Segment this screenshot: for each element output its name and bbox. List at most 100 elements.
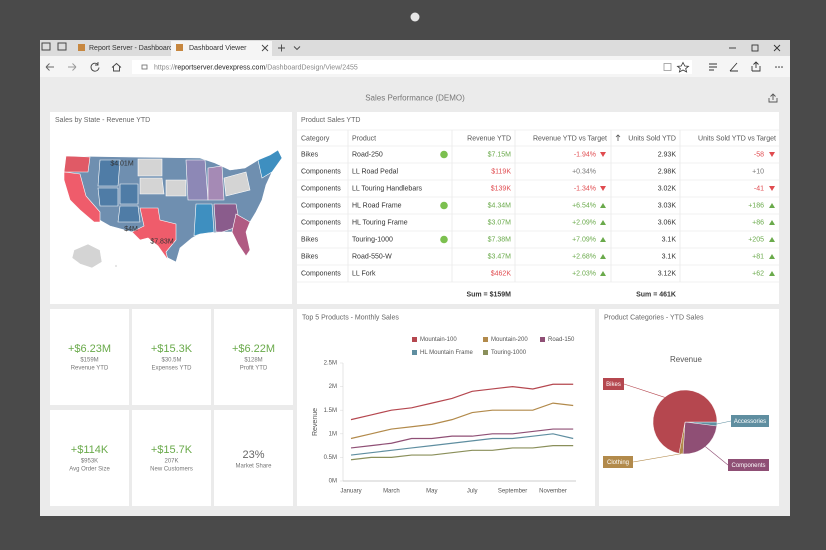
units-vs-target-cell: -41 [754, 185, 764, 192]
tab-close[interactable] [261, 44, 269, 52]
table-row[interactable]: Components LL Touring Handlebars $139K -1.3… [297, 179, 779, 192]
units-vs-target-cell: +186 [748, 202, 764, 209]
maximize[interactable] [751, 44, 759, 52]
slice-label: Bikes [606, 382, 621, 388]
revenue-cell: $7.15M [488, 151, 512, 158]
forward[interactable] [68, 63, 77, 71]
dot [775, 66, 777, 68]
y-tick-label: 2.5M [324, 361, 337, 367]
units-cell: 3.03K [658, 202, 677, 209]
y-axis-label: Revenue [312, 408, 319, 436]
tab-icon[interactable] [57, 42, 67, 51]
hub[interactable] [709, 63, 717, 71]
state [63, 155, 91, 173]
url: https://reportserver.devexpress.com/Dash… [154, 64, 358, 71]
home[interactable] [111, 62, 122, 72]
revenue-cell: $3.47M [488, 253, 512, 260]
product-cell: HL Road Frame [352, 202, 402, 209]
kpi-label: New Customers [150, 467, 193, 473]
kpi-value: 23% [242, 449, 264, 461]
category-cell: Bikes [301, 253, 319, 260]
y-tick-label: 2M [329, 384, 337, 390]
pie-slice [682, 421, 717, 455]
sort-indicator[interactable] [615, 134, 621, 141]
url-box[interactable] [132, 60, 692, 74]
us-map [63, 149, 283, 269]
kpi-label: Revenue YTD [71, 366, 109, 372]
favorite[interactable] [676, 61, 690, 73]
trend-up [769, 254, 775, 259]
new-tab[interactable] [278, 44, 285, 52]
table-row[interactable]: Components HL Road Frame $4.34M +6.54% 3.03K… [297, 196, 779, 209]
back[interactable] [45, 63, 54, 71]
grid: Category Product Revenue YTD Revenue YTD vs… [297, 129, 779, 298]
state [231, 213, 251, 257]
column-header: Units Sold YTD vs Target [698, 135, 776, 142]
notes[interactable] [729, 62, 738, 72]
kpi-label: Market Share [235, 464, 272, 470]
map-label: $4M [124, 226, 138, 233]
panel-title: Sales by State - Revenue YTD [55, 117, 150, 124]
leader-line [632, 453, 682, 463]
tab[interactable]: Report Server - Dashboard I [74, 41, 177, 56]
revenue-vs-target-cell: -1.34% [574, 185, 596, 192]
line-series [350, 402, 574, 440]
favicon [78, 44, 85, 51]
status-dot [440, 150, 448, 159]
x-tick-label: November [539, 489, 567, 495]
kpi-value: +$15.7K [151, 444, 193, 456]
trend-up [600, 220, 606, 225]
state [131, 207, 177, 261]
dashboard-title: Sales Performance (DEMO) [365, 94, 465, 103]
more[interactable] [775, 66, 783, 68]
category-cell: Components [301, 168, 341, 175]
units-cell: 3.02K [658, 185, 677, 192]
tab-icon[interactable] [41, 42, 51, 51]
category-cell: Components [301, 202, 341, 209]
units-vs-target-cell: +62 [752, 270, 764, 277]
kpi-card: +$6.23M $159M Revenue YTD [50, 309, 129, 405]
table-row[interactable]: Components LL Road Pedal $119K +0.34% 2.98K +… [297, 162, 779, 175]
export-button[interactable] [768, 93, 778, 103]
units-vs-target-cell: -58 [754, 151, 764, 158]
table-row[interactable]: Components LL Fork $462K +2.03% 3.12K +62 [297, 264, 779, 277]
units-cell: 3.1K [662, 253, 677, 260]
leader-line [716, 420, 732, 425]
refresh[interactable] [90, 62, 100, 72]
tab-bg [171, 41, 272, 56]
card-bg [214, 410, 293, 506]
pie-chart: Product Categories - YTD Sales Revenue Acc… [603, 314, 769, 471]
tab-list[interactable] [293, 46, 301, 51]
panel-title: Top 5 Products - Monthly Sales [302, 314, 399, 321]
card-bg [50, 410, 129, 506]
slice-label-box [603, 456, 633, 468]
url-scheme: https:// [154, 64, 175, 71]
category-cell: Bikes [301, 236, 319, 243]
trend-up [600, 237, 606, 242]
kpi-label: Avg Order Size [69, 467, 110, 473]
close[interactable] [773, 44, 781, 52]
reading-view[interactable] [663, 63, 672, 71]
y-tick-label: 0.5M [324, 455, 337, 461]
url-path: /DashboardDesign/View/2455 [265, 64, 358, 71]
table-row[interactable]: Components HL Touring Frame $3.07M +2.09% 3.… [297, 213, 779, 226]
column-header: Revenue YTD vs Target [533, 135, 607, 142]
product-cell: Touring-1000 [352, 236, 393, 243]
status-dot [440, 235, 448, 244]
table-row[interactable]: Bikes Road-550-W $3.47M +2.68% 3.1K +81 [297, 247, 779, 260]
x-tick-label: July [467, 489, 478, 495]
kpi-card: +$6.22M $128M Profit YTD [214, 309, 293, 405]
revenue-vs-target-cell: +7.09% [572, 236, 596, 243]
map-label: $7.83M [150, 238, 174, 245]
share[interactable] [751, 61, 761, 72]
revenue-vs-target-cell: +0.34% [572, 168, 596, 175]
map-label: $4.01M [110, 160, 134, 167]
legend-label: Touring-1000 [491, 350, 527, 356]
table-row[interactable]: Bikes Touring-1000 $7.38M +7.09% 3.1K +205 [297, 230, 779, 244]
tab[interactable]: Dashboard Viewer [171, 41, 272, 56]
table-row[interactable]: Bikes Road-250 $7.15M -1.94% 2.93K -58 [297, 145, 779, 159]
state [257, 149, 283, 179]
product-cell: HL Touring Frame [352, 219, 408, 226]
category-cell: Bikes [301, 151, 319, 158]
card-bg [214, 309, 293, 405]
